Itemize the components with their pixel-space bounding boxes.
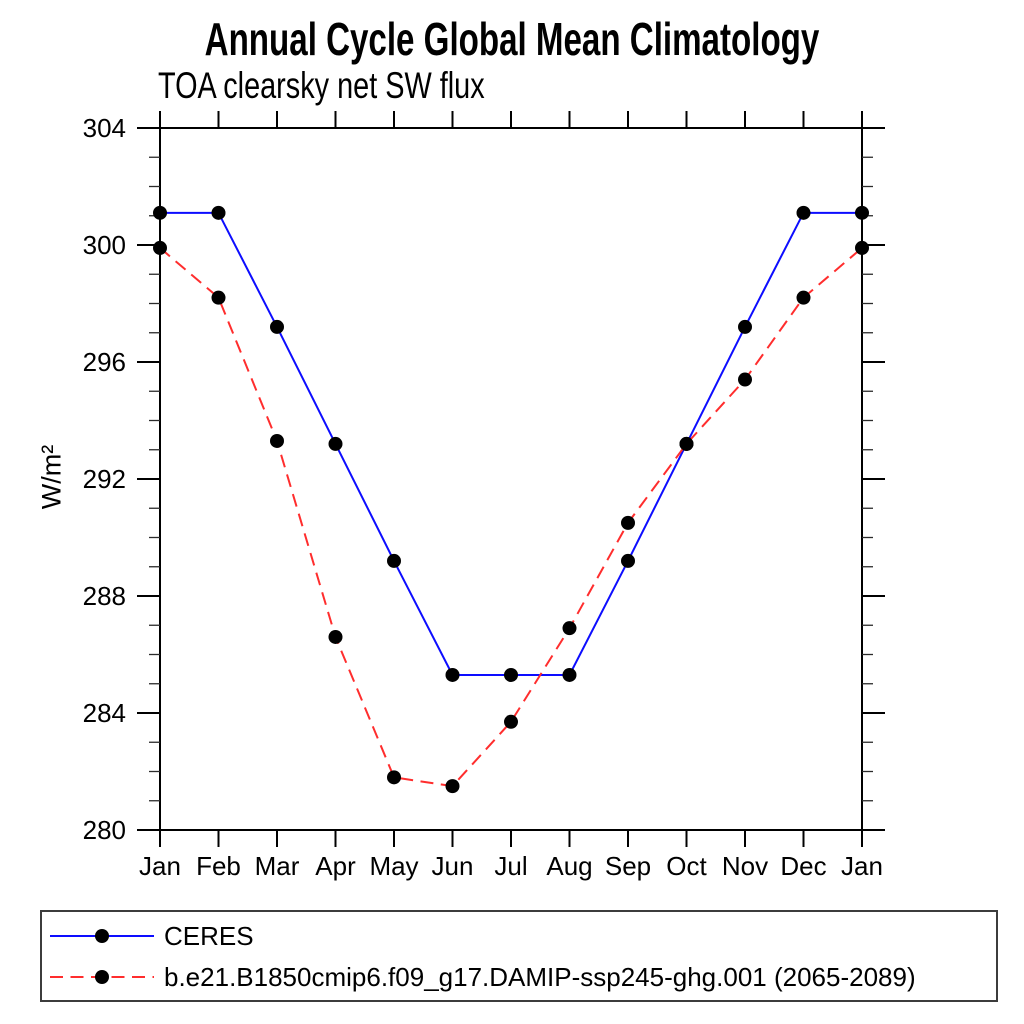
x-tick-label: Jun [432, 851, 474, 881]
x-tick-label: Nov [722, 851, 768, 881]
x-tick-label: Sep [605, 851, 651, 881]
series-0-marker [796, 205, 811, 220]
series-1-marker [211, 290, 226, 305]
chart-subtitle: TOA clearsky net SW flux [158, 65, 485, 106]
x-tick-label: Jan [139, 851, 181, 881]
x-tick-label: Dec [780, 851, 826, 881]
series-0-marker [445, 667, 460, 682]
series-0-line [160, 211, 862, 676]
x-tick-label: Feb [196, 851, 241, 881]
legend-entry-model: b.e21.B1850cmip6.f09_g17.DAMIP-ssp245-gh… [46, 960, 916, 994]
y-tick-label: 296 [83, 347, 126, 377]
series-1-marker [562, 621, 577, 636]
y-tick-label: 284 [83, 698, 126, 728]
legend-entry-ceres: CERES [46, 919, 254, 953]
chart-title: Annual Cycle Global Mean Climatology [204, 13, 820, 65]
y-tick-label: 292 [83, 464, 126, 494]
series-1-marker [504, 714, 518, 729]
x-tick-label: May [369, 851, 418, 881]
series-0-marker [504, 667, 518, 682]
x-tick-label: Aug [546, 851, 592, 881]
series-1-marker [387, 770, 401, 785]
x-tick-label: Oct [666, 851, 707, 881]
series-1-marker [621, 515, 635, 530]
series-0-marker [562, 667, 577, 682]
series-1-marker [328, 629, 343, 644]
y-tick-label: 288 [83, 581, 126, 611]
y-tick-label: 304 [83, 113, 126, 143]
series-0-marker [855, 205, 869, 220]
series-1-marker [796, 290, 811, 305]
series-0-marker [211, 205, 226, 220]
series-0-marker [738, 319, 752, 334]
series-1-marker [679, 436, 694, 451]
series-1-line [159, 247, 863, 788]
series-0-marker [153, 205, 167, 220]
series-1-marker [855, 240, 869, 255]
y-tick-label: 280 [83, 815, 126, 845]
y-axis-label: W/m² [36, 444, 67, 510]
series-1-marker [445, 779, 460, 794]
x-tick-label: Mar [255, 851, 300, 881]
series-0-marker [387, 553, 401, 568]
legend-sample-line-dashed [50, 970, 154, 984]
series-0-marker [328, 436, 343, 451]
series-0 [153, 205, 869, 682]
x-axis-ticks-and-labels: Jan Feb Mar Apr May Jun Jul Aug Sep Oct Nov Dec Jan [139, 111, 883, 881]
legend-label: b.e21.B1850cmip6.f09_g17.DAMIP-ssp245-gh… [164, 961, 916, 992]
legend-box: CERES b.e21.B1850cmip6.f09_g17.DAMIP-ssp… [40, 910, 998, 1002]
legend-sample-line-solid [50, 929, 154, 943]
x-tick-label: Apr [315, 851, 356, 881]
y-tick-label: 300 [83, 230, 126, 260]
x-tick-label: Jul [494, 851, 527, 881]
series-1-marker [738, 372, 752, 387]
series-0-marker [270, 319, 284, 334]
x-tick-label: Jan [841, 851, 883, 881]
y-axis-ticks-and-labels: 280 284 288 292 296 300 304 [83, 113, 885, 845]
series-0-marker [621, 553, 635, 568]
series-1-marker [270, 433, 284, 448]
series-1 [153, 240, 869, 794]
legend-label: CERES [164, 920, 254, 951]
series-1-marker [153, 240, 167, 255]
